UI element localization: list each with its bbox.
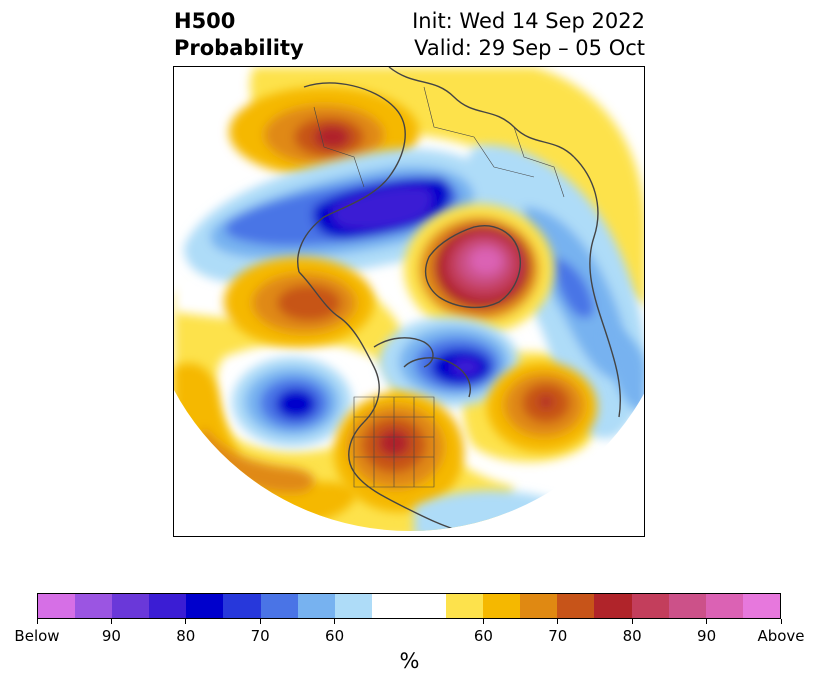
europe-below-80: [553, 257, 594, 319]
colorbar-tick-mark: [110, 619, 112, 624]
greenland-above-max: [470, 248, 502, 274]
colorbar-segment: [408, 594, 447, 618]
eatlantic-above-80: [539, 396, 553, 408]
colorbar-tick-label: 60: [325, 627, 345, 645]
colorbar-segment: [705, 594, 743, 618]
colorbar-tick-mark: [706, 619, 708, 624]
colorbar-segment: [297, 594, 335, 618]
colorbar-segment: [260, 594, 298, 618]
colorbar-tick-label: 80: [622, 627, 642, 645]
map-canvas: [174, 67, 644, 531]
colorbar-segment: [631, 594, 669, 618]
title-product: Probability: [174, 36, 304, 60]
colorbar-tick-mark: [36, 619, 38, 624]
colorbar-segment: [483, 594, 521, 618]
colorbar-tick-mark: [557, 619, 559, 624]
colorbar-segment: [38, 594, 76, 618]
colorbar-tick-label: 90: [101, 627, 121, 645]
colorbar-segment: [557, 594, 595, 618]
colorbar-tick-mark: [259, 619, 261, 624]
coastlines: [297, 67, 622, 531]
political-borders: [313, 86, 565, 488]
wpacific-below-80: [276, 389, 316, 419]
title-variable: H500: [174, 9, 236, 33]
colorbar-tick-label: 70: [548, 627, 568, 645]
colorbar-segment: [112, 594, 150, 618]
alaska-below-90: [332, 186, 433, 230]
colorbar-segment: [75, 594, 113, 618]
colorbar-tick-label: 60: [473, 627, 493, 645]
colorbar-tick-label: 90: [697, 627, 717, 645]
colorbar-segment: [520, 594, 558, 618]
colorbar-segment: [594, 594, 632, 618]
colorbar-tick-label: 70: [250, 627, 270, 645]
valid-range: Valid: 29 Sep – 05 Oct: [414, 36, 645, 60]
colorbar-tick-mark: [631, 619, 633, 624]
colorbar-segment: [334, 594, 372, 618]
colorbar-tick-mark: [780, 619, 782, 624]
pacific-above-75: [277, 285, 341, 321]
colorbar-tick-label: 80: [176, 627, 196, 645]
colorbar-tick-mark: [334, 619, 336, 624]
colorbar-segment: [446, 594, 484, 618]
probability-map: [173, 66, 645, 537]
colorbar-tick-mark: [482, 619, 484, 624]
colorbar-unit: %: [399, 649, 420, 673]
colorbar-tick-label: Below: [14, 627, 60, 645]
colorbar-segment: [223, 594, 261, 618]
plot-title-left: H500 Probability: [174, 8, 304, 62]
plot-title-right: Init: Wed 14 Sep 2022 Valid: 29 Sep – 05…: [412, 8, 645, 62]
colorbar-segment: [186, 594, 224, 618]
colorbar-segment: [742, 594, 780, 618]
colorbar-segment: [371, 594, 409, 618]
atlantic-below-90: [452, 358, 480, 376]
east-edge-below-60: [603, 327, 644, 417]
colorbar-segment: [149, 594, 187, 618]
colorbar-tick-label: Above: [757, 627, 805, 645]
init-date: Init: Wed 14 Sep 2022: [412, 9, 645, 33]
colorbar: [37, 593, 781, 619]
colorbar-segment: [668, 594, 706, 618]
colorbar-tick-mark: [185, 619, 187, 624]
